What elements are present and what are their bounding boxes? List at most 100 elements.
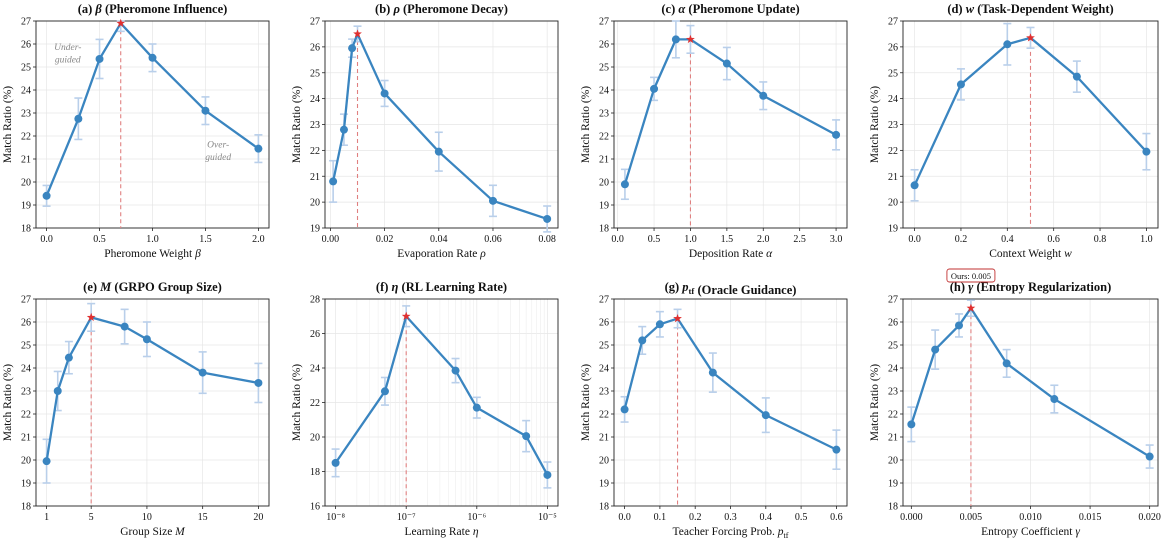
data-point bbox=[331, 458, 340, 467]
data-point bbox=[74, 114, 83, 123]
y-tick-label: 24 bbox=[310, 94, 320, 105]
data-point bbox=[1003, 40, 1012, 49]
y-tick-label: 27 bbox=[21, 17, 31, 28]
y-tick-label: 22 bbox=[888, 146, 898, 157]
y-tick-label: 20 bbox=[599, 456, 609, 467]
data-point bbox=[434, 147, 443, 156]
y-tick-label: 25 bbox=[310, 68, 320, 79]
x-tick-label: 10⁻⁸ bbox=[326, 512, 345, 523]
y-tick-label: 26 bbox=[888, 318, 898, 329]
y-tick-label: 22 bbox=[310, 146, 320, 157]
data-point bbox=[254, 378, 263, 387]
x-tick-label: 0.2 bbox=[689, 512, 702, 523]
grid bbox=[325, 20, 558, 229]
x-tick-label: 0.02 bbox=[376, 234, 394, 245]
y-tick-label: 23 bbox=[599, 109, 609, 120]
x-tick-label: 0.005 bbox=[960, 512, 983, 523]
chart-panel-6: 18 19 20 21 22 23 24 25 26 27 0.0 0.1 0.2 0.3 0.4 0.5 0.… bbox=[580, 280, 848, 540]
x-tick-label: 1.0 bbox=[146, 234, 159, 245]
y-tick-label: 21 bbox=[888, 172, 898, 183]
best-point-star bbox=[116, 18, 126, 28]
y-tick-label: 28 bbox=[310, 295, 320, 306]
x-tick-label: 10⁻⁶ bbox=[467, 512, 486, 523]
data-point bbox=[638, 336, 647, 345]
data-point bbox=[543, 214, 552, 223]
x-axis-label: Context Weight w bbox=[989, 248, 1072, 260]
y-tick-label: 24 bbox=[599, 86, 609, 97]
x-tick-label: 0.0 bbox=[40, 234, 53, 245]
y-tick-label: 21 bbox=[888, 433, 898, 444]
annotation-text: guided bbox=[205, 153, 231, 163]
y-tick-label: 18 bbox=[599, 502, 609, 513]
x-axis-label: Learning Rate η bbox=[404, 526, 478, 538]
data-point bbox=[1142, 147, 1151, 156]
y-tick-label: 20 bbox=[21, 178, 31, 189]
x-tick-label: 0.0 bbox=[618, 512, 631, 523]
data-point bbox=[620, 180, 629, 189]
y-tick-label: 23 bbox=[21, 109, 31, 120]
x-tick-label: 0.04 bbox=[430, 234, 448, 245]
chart-panel-3: 19 20 21 22 23 24 25 26 27 0.0 0.2 0.4 0.6 0.8 1.0 Cont… bbox=[869, 2, 1159, 260]
data-point bbox=[1145, 452, 1154, 461]
y-tick-label: 27 bbox=[21, 295, 31, 306]
y-tick-label: 24 bbox=[21, 364, 31, 375]
y-tick-label: 27 bbox=[888, 17, 898, 28]
y-axis-label: Match Ratio (%) bbox=[2, 86, 14, 163]
data-point bbox=[522, 432, 531, 441]
y-tick-label: 24 bbox=[310, 364, 320, 375]
data-point bbox=[910, 181, 919, 190]
y-tick-label: 25 bbox=[888, 68, 898, 79]
y-tick-label: 26 bbox=[310, 329, 320, 340]
y-tick-label: 22 bbox=[21, 410, 31, 421]
y-tick-label: 26 bbox=[21, 318, 31, 329]
y-tick-label: 25 bbox=[888, 341, 898, 352]
y-tick-label: 19 bbox=[599, 479, 609, 490]
data-point bbox=[142, 335, 151, 344]
annotation-text: Over- bbox=[207, 141, 229, 151]
y-tick-label: 26 bbox=[599, 40, 609, 51]
y-tick-label: 23 bbox=[599, 387, 609, 398]
data-point bbox=[120, 322, 129, 331]
y-tick-label: 25 bbox=[599, 63, 609, 74]
x-tick-label: 0.020 bbox=[1138, 512, 1161, 523]
data-point bbox=[543, 470, 552, 479]
y-tick-label: 20 bbox=[599, 178, 609, 189]
y-tick-label: 20 bbox=[21, 456, 31, 467]
y-axis-label: Match Ratio (%) bbox=[869, 86, 881, 163]
data-point bbox=[42, 191, 51, 200]
x-tick-label: 1.0 bbox=[1140, 234, 1153, 245]
x-tick-label: 1.5 bbox=[721, 234, 734, 245]
best-point-star bbox=[401, 311, 411, 320]
panel-title: (g) ptf (Oracle Guidance) bbox=[665, 280, 797, 297]
grid bbox=[325, 298, 558, 507]
y-tick-label: 19 bbox=[21, 479, 31, 490]
data-point bbox=[1002, 359, 1011, 368]
data-point bbox=[42, 457, 51, 466]
data-point bbox=[488, 196, 497, 205]
y-tick-label: 23 bbox=[888, 387, 898, 398]
data-point bbox=[650, 84, 659, 93]
data-point bbox=[671, 35, 680, 44]
x-tick-label: 0.6 bbox=[1047, 234, 1060, 245]
y-axis-label: Match Ratio (%) bbox=[2, 364, 14, 441]
x-tick-label: 0.4 bbox=[1001, 234, 1014, 245]
grid bbox=[614, 20, 847, 229]
y-tick-label: 24 bbox=[888, 94, 898, 105]
y-tick-label: 27 bbox=[599, 17, 609, 28]
y-tick-label: 22 bbox=[310, 398, 320, 409]
data-point bbox=[832, 130, 841, 139]
y-tick-label: 27 bbox=[310, 17, 320, 28]
best-point-star bbox=[686, 34, 695, 44]
x-tick-label: 10 bbox=[142, 512, 152, 523]
callout-box bbox=[946, 268, 996, 283]
x-axis-label: Evaporation Rate ρ bbox=[397, 248, 486, 260]
y-tick-label: 26 bbox=[21, 40, 31, 51]
y-tick-label: 18 bbox=[599, 224, 609, 235]
y-tick-label: 21 bbox=[21, 155, 31, 166]
grid bbox=[36, 298, 269, 507]
axes-frame bbox=[35, 298, 270, 507]
y-tick-label: 20 bbox=[310, 198, 320, 209]
y-tick-label: 23 bbox=[21, 387, 31, 398]
data-point bbox=[722, 59, 731, 68]
grid bbox=[614, 298, 847, 507]
